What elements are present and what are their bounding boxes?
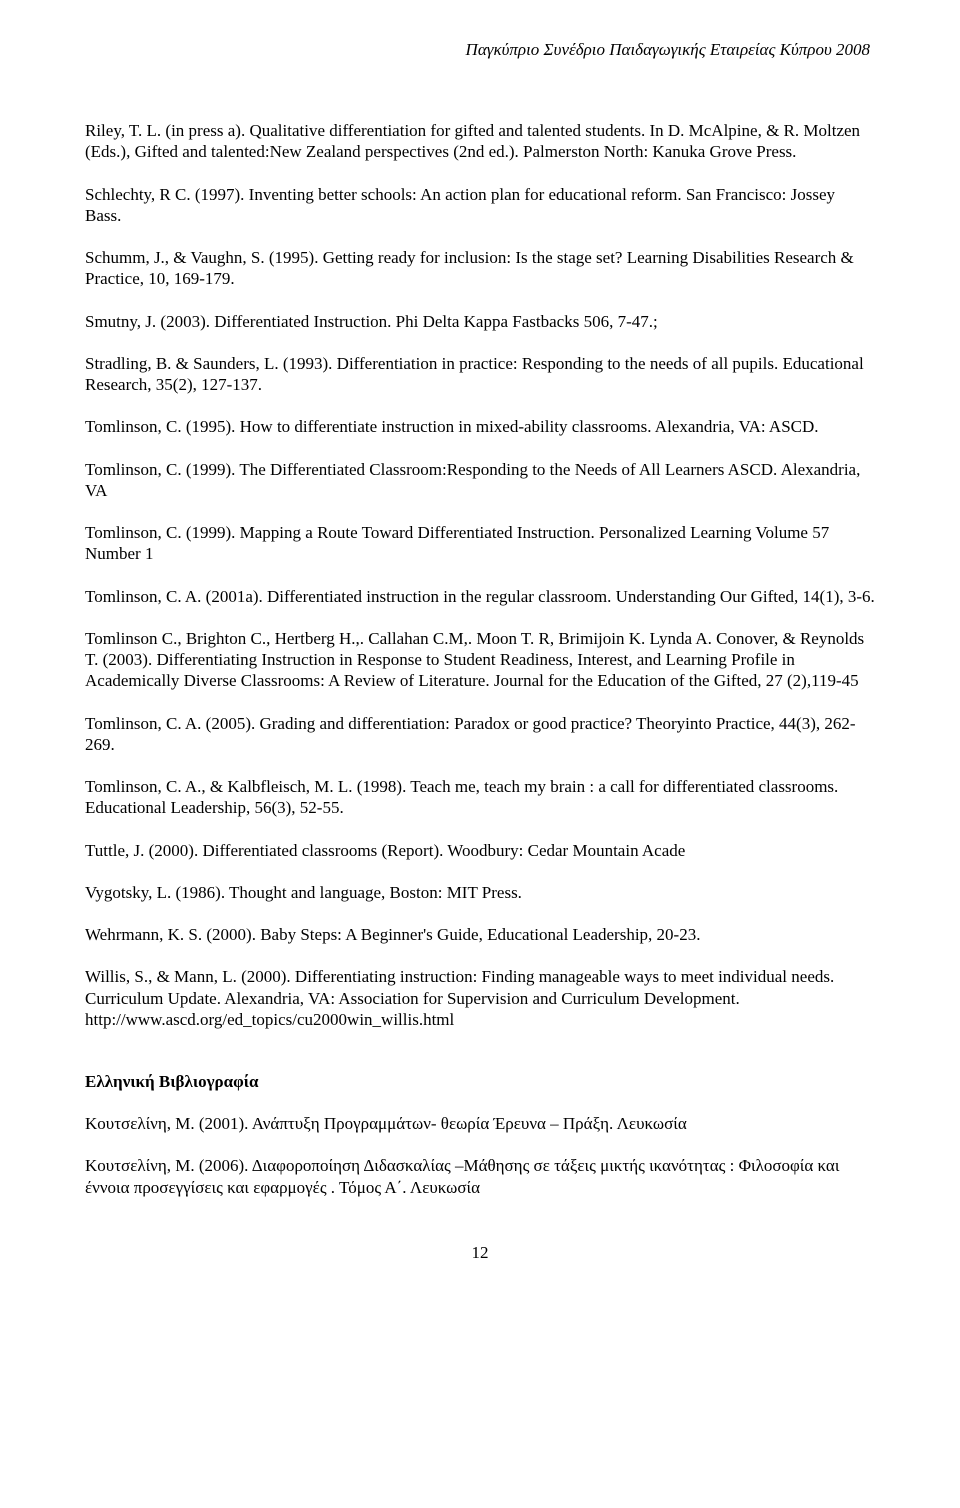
reference-entry: Κουτσελίνη, Μ. (2001). Ανάπτυξη Προγραμμ… [85,1113,875,1134]
section-title-greek-bibliography: Ελληνική Βιβλιογραφία [85,1072,875,1092]
reference-entry: Tomlinson C., Brighton C., Hertberg H.,.… [85,628,875,692]
reference-entry: Tomlinson, C. A. (2005). Grading and dif… [85,713,875,756]
reference-entry: Riley, T. L. (in press a). Qualitative d… [85,120,875,163]
reference-entry: Tomlinson, C. A. (2001a). Differentiated… [85,586,875,607]
reference-entry: Κουτσελίνη, Μ. (2006). Διαφοροποίηση Διδ… [85,1155,875,1198]
reference-entry: Wehrmann, K. S. (2000). Baby Steps: A Be… [85,924,875,945]
reference-entry: Vygotsky, L. (1986). Thought and languag… [85,882,875,903]
reference-entry: Tomlinson, C. (1999). Mapping a Route To… [85,522,875,565]
page-header: Παγκύπριο Συνέδριο Παιδαγωγικής Εταιρεία… [85,40,875,60]
reference-entry: Tomlinson, C. (1999). The Differentiated… [85,459,875,502]
page-number: 12 [85,1243,875,1263]
reference-entry: Tomlinson, C. A., & Kalbfleisch, M. L. (… [85,776,875,819]
reference-entry: Willis, S., & Mann, L. (2000). Different… [85,966,875,1030]
reference-entry: Schumm, J., & Vaughn, S. (1995). Getting… [85,247,875,290]
reference-entry: Schlechty, R C. (1997). Inventing better… [85,184,875,227]
reference-entry: Stradling, B. & Saunders, L. (1993). Dif… [85,353,875,396]
reference-entry: Smutny, J. (2003). Differentiated Instru… [85,311,875,332]
reference-entry: Tuttle, J. (2000). Differentiated classr… [85,840,875,861]
page-container: Παγκύπριο Συνέδριο Παιδαγωγικής Εταιρεία… [0,0,960,1303]
reference-entry: Tomlinson, C. (1995). How to differentia… [85,416,875,437]
